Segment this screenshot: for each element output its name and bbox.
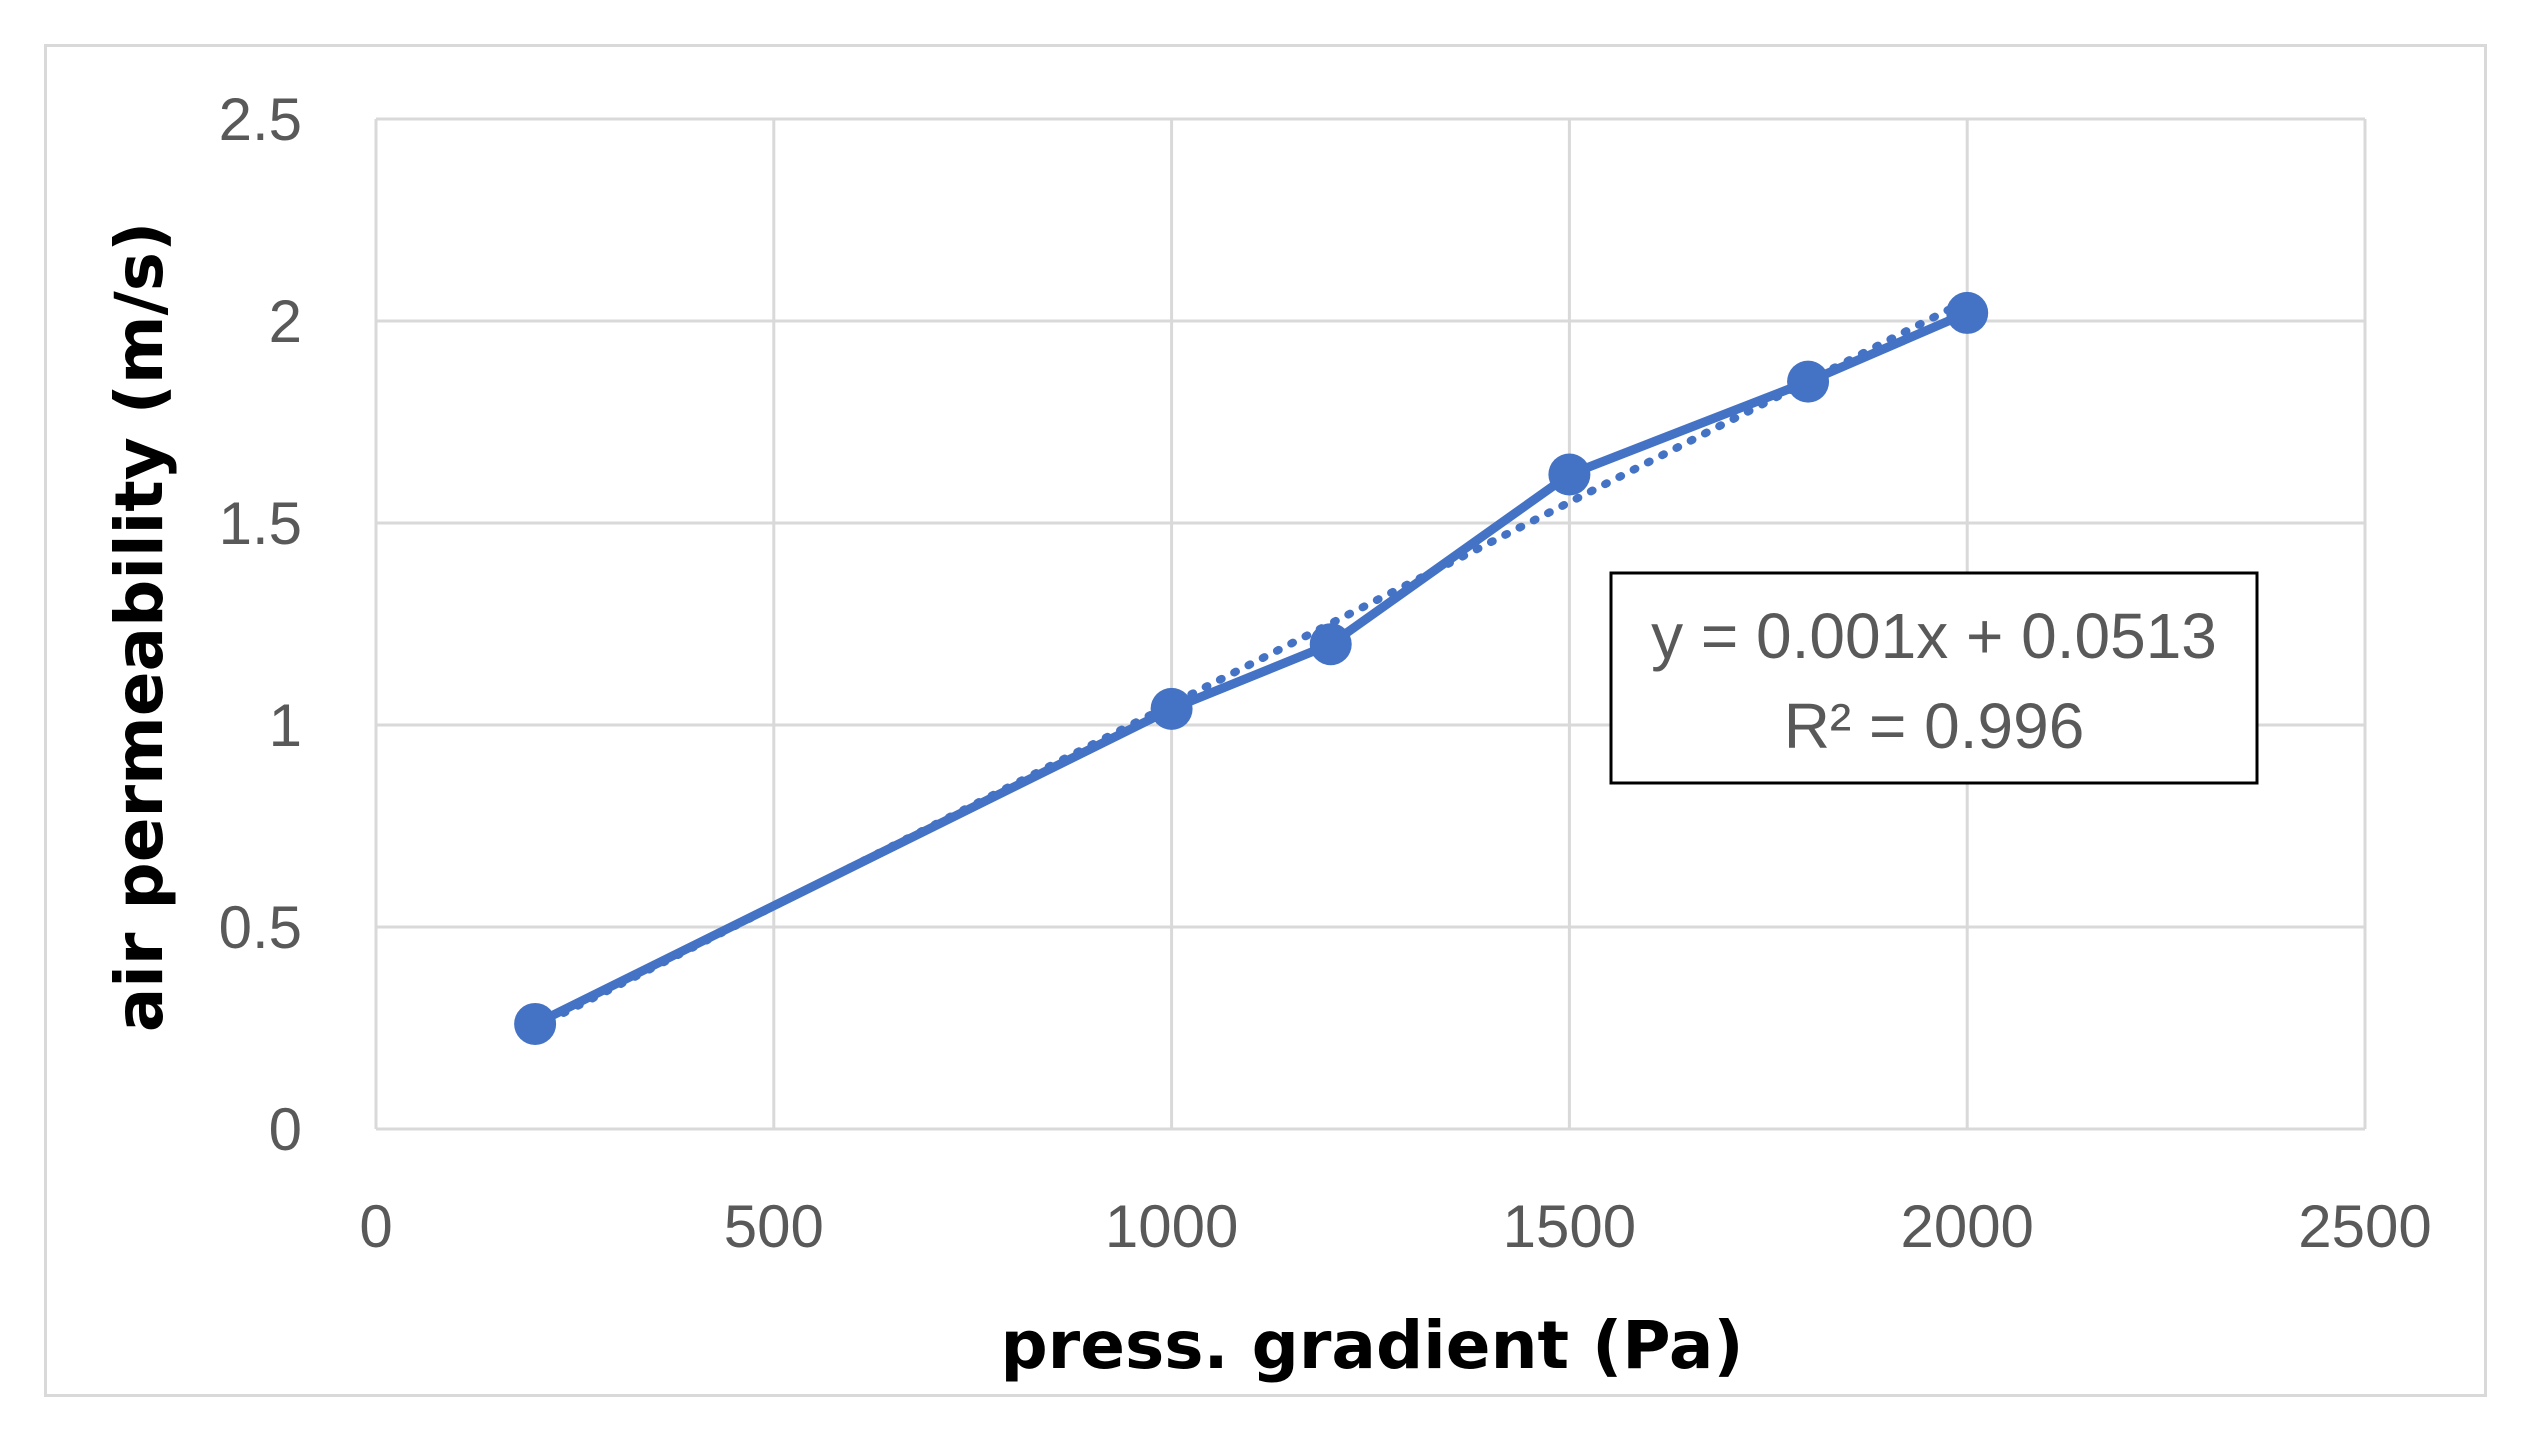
- trendline-equation-box: y = 0.001x + 0.0513 R² = 0.996: [1609, 571, 2259, 785]
- x-tick-label: 1500: [1503, 1193, 1636, 1260]
- y-axis-title: air permeability (m/s): [101, 222, 178, 1032]
- y-tick-label: 1.5: [219, 490, 302, 557]
- y-tick-label: 2: [269, 288, 302, 355]
- x-axis-ticks: 0 500 1000 1500 2000 2500: [359, 1193, 2431, 1260]
- trendline-equation: y = 0.001x + 0.0513: [1651, 600, 2217, 672]
- data-point: [1548, 453, 1591, 496]
- y-tick-label: 1: [269, 692, 302, 759]
- data-point: [1787, 360, 1830, 403]
- x-axis-title: press. gradient (Pa): [1000, 1307, 1743, 1384]
- x-tick-label: 2500: [2298, 1193, 2431, 1260]
- y-tick-label: 2.5: [219, 86, 302, 153]
- x-tick-label: 500: [724, 1193, 824, 1260]
- x-tick-label: 0: [359, 1193, 392, 1260]
- trendline-r-squared: R² = 0.996: [1784, 690, 2085, 762]
- y-axis-ticks: 0 0.5 1 1.5 2 2.5: [219, 86, 302, 1163]
- x-tick-label: 2000: [1900, 1193, 2033, 1260]
- data-point: [1309, 623, 1352, 666]
- data-point: [1150, 687, 1193, 730]
- data-point: [514, 1002, 557, 1045]
- trendline-line: [531, 296, 1972, 1032]
- y-tick-label: 0: [269, 1096, 302, 1163]
- data-series: [514, 291, 1989, 1045]
- data-point: [1946, 291, 1989, 334]
- series-line-0: [533, 308, 1969, 1028]
- y-tick-label: 0.5: [219, 894, 302, 961]
- trendline: [531, 296, 1972, 1032]
- x-tick-label: 1000: [1105, 1193, 1238, 1260]
